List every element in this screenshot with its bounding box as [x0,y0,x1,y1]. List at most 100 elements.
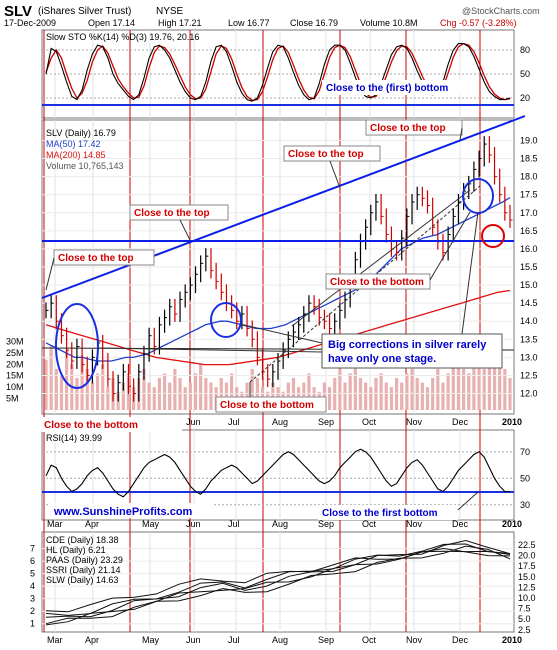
stoch-annotation: Close to the (first) bottom [326,83,448,94]
annot-top3-box [283,145,381,162]
month-label: Jun [186,519,201,529]
exchange: NYSE [156,6,184,17]
high-label: High 17.21 [158,18,202,28]
month-label: May [142,635,160,645]
miners-right-tick-label: 15.0 [518,572,536,582]
month-label: Apr [85,635,99,645]
volume-bar [384,382,388,410]
fund-name: (iShares Silver Trust) [38,6,131,17]
stoch-tick-label: 50 [520,69,530,79]
price-tick-label: 13.5 [520,334,538,344]
annot-top2-pointer [179,219,191,241]
rsi-panel: RSI(14) 39.99 70 50 30 www.SunshineProfits… [42,433,530,520]
price-tick-label: 13.0 [520,352,538,362]
price-tick-label: 18.5 [520,154,538,164]
corrections-line2: have only one stage. [328,353,436,365]
volume-bar [286,382,290,410]
watermark: @StockCharts.com [462,6,540,16]
miners-line-cde [45,545,511,625]
annot-top2: Close to the top [134,208,210,219]
price-tick-label: 18.0 [520,172,538,182]
miners-left-tick-label: 7 [30,544,35,554]
volume-bar [482,368,486,410]
volume-bar [224,382,229,410]
corrections-pointer-dec [461,211,479,335]
volume-bar [54,368,58,410]
miners-legend-paas: PAAS (Daily) 23.29 [46,555,123,565]
volume-bar [503,368,507,410]
year-label: 2010 [502,417,522,427]
month-label: May [142,519,160,529]
stoch-legend: Slow STO %K(14) %D(3) 19.76, 20.16 [46,32,199,42]
annot-top3: Close to the top [288,149,364,160]
price-tick-label: 15.0 [520,280,538,290]
volume-bar [364,382,368,410]
open-label: Open 17.14 [88,18,135,28]
volume-bar [425,387,430,410]
price-tick-label: 15.5 [520,262,538,272]
year-label: 2010 [502,519,522,529]
volume-bar [492,350,497,410]
month-label: Mar [47,519,63,529]
stoch-tick-label: 80 [520,45,530,55]
month-label: Oct [362,417,377,427]
volume-bar [101,364,105,410]
volume-bar [369,387,373,410]
volume-bar [59,375,64,410]
month-label: Dec [452,635,469,645]
rsi-line [45,448,510,498]
month-label: Nov [406,417,423,427]
month-label: Dec [452,519,469,529]
stoch-tick-label: 20 [520,93,530,103]
ma200-legend: MA(200) 14.85 [46,150,106,160]
red-circle-target [481,224,505,248]
volume-bar [162,373,167,410]
miners-right-tick-label: 7.5 [518,604,531,614]
volume-bar [230,373,234,410]
blue-circle-march [55,303,99,389]
site-link[interactable]: www.SunshineProfits.com [53,506,193,518]
miners-right-tick-label: 20.0 [518,551,536,561]
ma50-legend: MA(50) 17.42 [46,139,101,149]
volume-bar [142,368,146,410]
volume-bar [343,382,347,410]
price-tick-label: 16.0 [520,244,538,254]
rsi-annotation: Close to the first bottom [322,508,438,519]
month-label: Nov [406,635,423,645]
month-label: Nov [406,519,423,529]
month-label: Jul [228,417,240,427]
corrections-pointer-june [239,323,323,344]
miners-ticks: 7 6 5 4 3 2 1 22.520.017.515.012.510.07.55.02.5 [30,540,536,635]
volume-bar [467,373,471,410]
month-label: Aug [272,635,288,645]
rsi-tick-label: 70 [520,447,530,457]
annot-top1-pointer [45,257,55,291]
month-label: Aug [272,519,288,529]
month-label: Jun [186,417,201,427]
miners-legend-cde: CDE (Daily) 18.38 [46,535,119,545]
volume-bar [183,387,187,410]
volume-bar [65,350,69,410]
miners-legend-hl: HL (Daily) 6.21 [46,545,106,555]
volume-bar [348,373,352,410]
volume-bar [451,364,455,410]
volume-tick-label: 30M [6,336,24,346]
rsi-panel-frame [41,429,515,521]
annot-top3-pointer [329,160,341,189]
annot-bottom1-box [325,273,431,290]
close-label: Close 16.79 [290,18,338,28]
change-label: Chg -0.57 (-3.28%) [440,18,517,28]
volume-bar [173,368,177,410]
price-panel: 19.0 18.5 18.0 17.5 17.0 16.5 16.0 15.5 15.0 14.5… [6,115,538,413]
miners-left-tick-label: 6 [30,556,35,566]
miners-panel: 7 6 5 4 3 2 1 22.520.017.515.012.510.07.55.02.5… [30,535,536,635]
volume-bar [405,373,409,410]
miners-right-tick-label: 5.0 [518,614,531,624]
volume-tick-label: 25M [6,348,24,358]
month-label: Dec [452,417,469,427]
volume-bar [302,382,306,410]
low-label: Low 16.77 [228,18,270,28]
rsi-annotation-pointer [457,491,479,511]
